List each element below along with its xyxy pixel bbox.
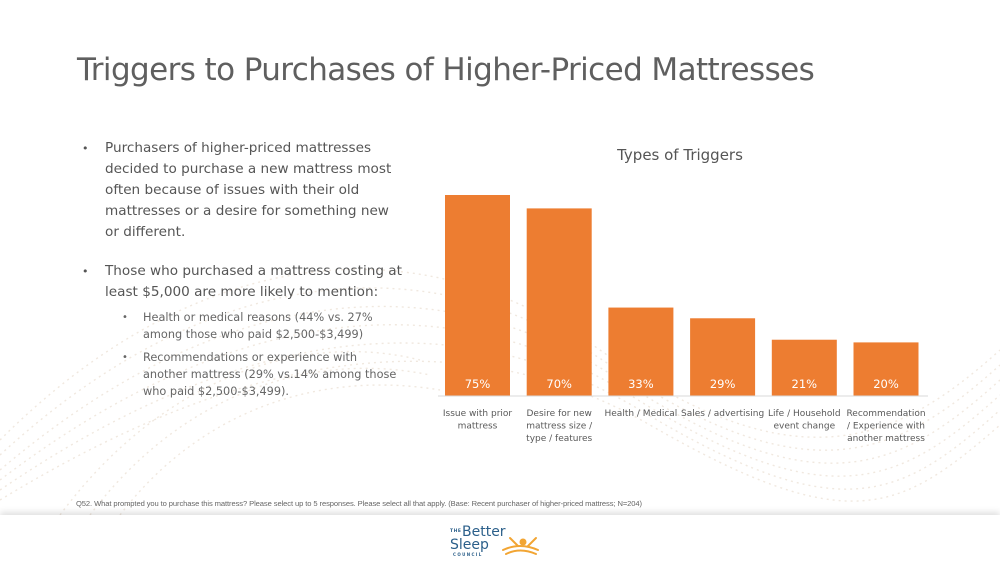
footnote: Q52. What prompted you to purchase this …: [76, 499, 642, 508]
bar-0: [445, 195, 510, 396]
bar-value-label: 29%: [710, 377, 736, 391]
bar-value-label: 70%: [546, 377, 572, 391]
bar-value-label: 20%: [873, 377, 899, 391]
bullet-item: Those who purchased a mattress costing a…: [82, 261, 402, 303]
svg-text:THE: THE: [450, 528, 461, 534]
bullet-item: Purchasers of higher-priced mattresses d…: [82, 138, 402, 243]
sub-bullet-list: Health or medical reasons (44% vs. 27% a…: [82, 309, 402, 400]
bullet-list: Purchasers of higher-priced mattresses d…: [82, 138, 402, 400]
bullet-text: Those who purchased a mattress costing a…: [105, 263, 402, 300]
sub-bullet-item: Health or medical reasons (44% vs. 27% a…: [122, 309, 402, 343]
better-sleep-council-logo: THE Better Sleep COUNCIL: [450, 524, 539, 557]
category-label: Sales / advertising: [681, 409, 764, 419]
bar-5: [853, 342, 919, 396]
sleeper-icon: [502, 537, 539, 555]
category-label: Desire for new mattress size / type / feat…: [526, 409, 593, 444]
sub-bullet-item: Recommendations or experience with anoth…: [122, 349, 402, 400]
svg-text:Better: Better: [462, 524, 506, 540]
footer-bar: [0, 515, 1000, 563]
category-label: Life / Household event change: [768, 409, 841, 432]
category-label: Recommendation / Experience with another m…: [846, 409, 925, 444]
bar-1: [526, 208, 592, 396]
category-label: Health / Medical: [605, 409, 678, 419]
bar-value-label: 21%: [792, 377, 818, 391]
bar-2: [608, 307, 674, 396]
bar-3: [690, 318, 756, 396]
bar-4: [771, 339, 837, 396]
svg-text:COUNCIL: COUNCIL: [453, 552, 483, 557]
slide-title: Triggers to Purchases of Higher-Priced M…: [77, 52, 815, 88]
bar-value-label: 33%: [628, 377, 654, 391]
bar-value-label: 75%: [465, 377, 491, 391]
chart-title: Types of Triggers: [616, 146, 743, 164]
svg-text:Sleep: Sleep: [450, 537, 489, 553]
category-label: Issue with prior mattress: [443, 409, 513, 432]
bar-chart: Types of Triggers 75% 70% 33% 29% 21% 20% Iss…: [438, 146, 928, 444]
